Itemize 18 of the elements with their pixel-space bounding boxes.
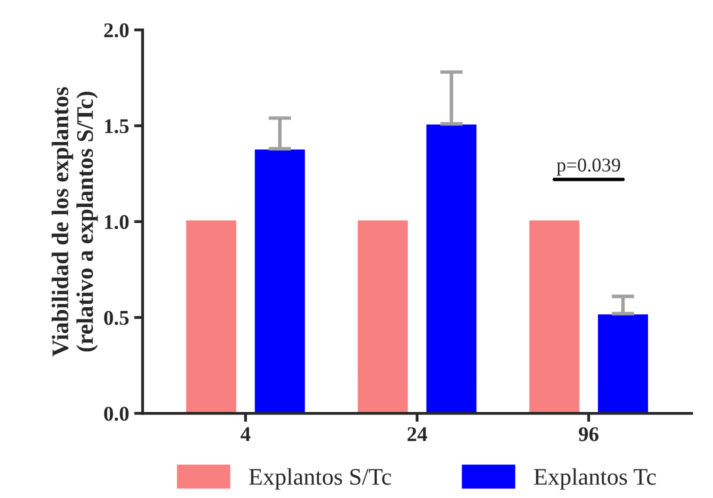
y-tick-label: 2.0 <box>104 23 129 38</box>
annotation: p=0.039 <box>556 158 620 176</box>
legend-label: Explantos S/Tc <box>249 468 392 490</box>
bar <box>424 123 478 414</box>
y-tick-label: 1.0 <box>105 214 129 230</box>
legend-label: Explantos Tc <box>534 468 656 490</box>
bar <box>528 219 581 414</box>
bar <box>253 148 306 414</box>
bar <box>356 219 410 414</box>
y-tick-label: 0.0 <box>104 406 129 421</box>
y-axis-title: Viabilidad de los explantos (relativo a explantos S/Tc) <box>52 87 98 356</box>
x-tick-label: 24 <box>408 427 428 441</box>
y-tick-label: 1.5 <box>105 119 129 134</box>
x-tick-label: 96 <box>578 427 598 442</box>
bar <box>596 312 650 414</box>
y-tick-label: 0.5 <box>104 310 129 325</box>
bar <box>184 219 238 414</box>
x-tick-label: 4 <box>240 427 250 441</box>
